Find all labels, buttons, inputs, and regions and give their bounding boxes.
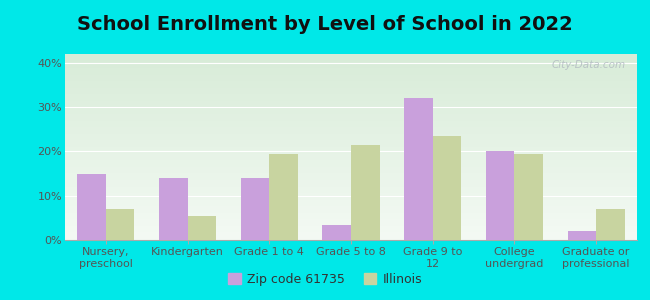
Bar (514, 154, 543, 240)
Bar (486, 152, 514, 240)
Legend: Zip code 61735, Illinois: Zip code 61735, Illinois (223, 268, 427, 291)
Bar (188, 216, 216, 240)
Bar (240, 178, 269, 240)
Text: School Enrollment by Level of School in 2022: School Enrollment by Level of School in … (77, 15, 573, 34)
Text: City-Data.com: City-Data.com (551, 60, 625, 70)
Bar (404, 98, 433, 240)
Bar (596, 209, 625, 240)
Bar (106, 209, 135, 240)
Bar (322, 224, 351, 240)
Bar (567, 231, 596, 240)
Bar (351, 145, 380, 240)
Bar (269, 154, 298, 240)
Bar (433, 136, 462, 240)
Bar (159, 178, 188, 240)
Bar (77, 174, 106, 240)
